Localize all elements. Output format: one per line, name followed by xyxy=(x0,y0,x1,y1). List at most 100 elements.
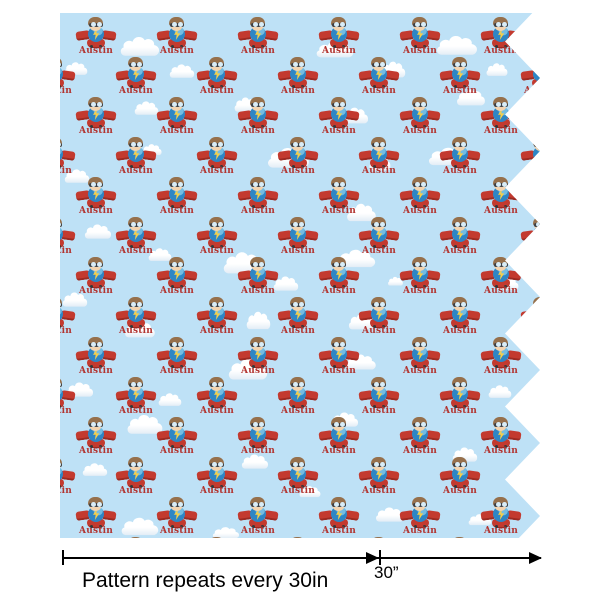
lightning-bolt-icon xyxy=(294,149,302,160)
plane-wheel xyxy=(454,165,457,168)
plane-wheel xyxy=(99,365,102,368)
aviator-cap xyxy=(533,537,540,538)
goggles-band xyxy=(534,143,540,147)
goggle-lens xyxy=(421,182,426,187)
pilot-face xyxy=(534,138,540,151)
motif-name-label: Austin xyxy=(60,86,72,96)
motif-name-label: Austin xyxy=(79,46,113,56)
lightning-bolt-icon xyxy=(375,469,383,480)
plane-wheel xyxy=(333,525,336,528)
plane-cowl xyxy=(532,479,540,488)
plane-wheel xyxy=(292,165,295,168)
motif-name-label: Austin xyxy=(241,526,275,536)
plane-wheel xyxy=(99,445,102,448)
cloud xyxy=(127,414,163,434)
plane-wheel xyxy=(252,365,255,368)
goggle-lens xyxy=(178,502,183,507)
plane-wheel xyxy=(180,125,183,128)
plane-wheel xyxy=(171,445,174,448)
plane-cowl xyxy=(411,199,429,208)
goggles-band xyxy=(170,503,184,507)
plane-cowl xyxy=(168,359,186,368)
goggle-lens xyxy=(212,62,217,67)
pilot-plane-motif: Austin xyxy=(399,175,441,217)
pilot-plane-motif: Austin xyxy=(439,295,481,337)
pilot-plane-motif: Austin xyxy=(196,55,238,97)
pilot-plane-motif: Austin xyxy=(60,295,76,337)
goggle-lens xyxy=(137,62,142,67)
goggle-lens xyxy=(178,22,183,27)
goggle-lens xyxy=(60,462,61,467)
motif-name-label: Austin xyxy=(60,246,72,256)
goggles-band xyxy=(372,463,386,467)
plane-wheel xyxy=(252,125,255,128)
plane-wheel xyxy=(535,485,538,488)
lightning-bolt-icon xyxy=(497,349,505,360)
plane-wheel xyxy=(463,325,466,328)
lightning-bolt-icon xyxy=(132,469,140,480)
goggle-lens xyxy=(415,342,420,347)
plane-cowl xyxy=(87,39,105,48)
plane-wheel xyxy=(463,485,466,488)
pilot-plane-motif: Austin xyxy=(439,215,481,257)
cloud xyxy=(64,168,90,183)
goggle-lens xyxy=(212,302,217,307)
goggles-band xyxy=(534,63,540,67)
goggle-lens xyxy=(172,502,177,507)
plane-cowl xyxy=(411,439,429,448)
lightning-bolt-icon xyxy=(335,269,343,280)
pilot-plane-motif: Austin xyxy=(196,215,238,257)
pilot-plane-motif: Austin xyxy=(277,13,319,17)
goggle-lens xyxy=(340,182,345,187)
lightning-bolt-icon xyxy=(92,429,100,440)
plane-wheel xyxy=(463,85,466,88)
motif-name-label: Austin xyxy=(443,486,477,496)
goggle-lens xyxy=(455,302,460,307)
goggle-lens xyxy=(374,222,379,227)
lightning-bolt-icon xyxy=(92,349,100,360)
pilot-plane-motif: Austin xyxy=(318,415,360,457)
plane-wheel xyxy=(292,325,295,328)
goggles-band xyxy=(89,103,103,107)
pilot-plane-motif: Austin xyxy=(399,95,441,137)
pilot-plane-motif: Austin xyxy=(196,455,238,497)
lightning-bolt-icon xyxy=(416,349,424,360)
plane-wheel xyxy=(535,165,538,168)
plane-wheel xyxy=(504,285,507,288)
plane-wheel xyxy=(301,325,304,328)
cloud-shape xyxy=(84,224,112,239)
goggle-lens xyxy=(455,62,460,67)
goggles-band xyxy=(453,303,467,307)
goggle-lens xyxy=(299,462,304,467)
cloud-shape xyxy=(212,527,240,538)
cloud xyxy=(62,292,88,307)
goggle-lens xyxy=(97,262,102,267)
plane-wheel xyxy=(504,205,507,208)
goggles-band xyxy=(60,223,62,227)
plane-wheel xyxy=(382,165,385,168)
goggle-lens xyxy=(380,62,385,67)
plane-wheel xyxy=(90,525,93,528)
goggles-band xyxy=(372,383,386,387)
plane-cowl xyxy=(289,399,307,408)
lightning-bolt-icon xyxy=(497,509,505,520)
cloud-shape xyxy=(121,517,159,536)
motif-name-label: Austin xyxy=(484,46,518,56)
goggle-lens xyxy=(212,382,217,387)
goggle-lens xyxy=(374,302,379,307)
pilot-plane-motif: Austin xyxy=(318,495,360,537)
goggle-lens xyxy=(218,222,223,227)
pilot-plane-motif: Austin xyxy=(358,13,400,17)
goggles-band xyxy=(251,183,265,187)
goggles-band xyxy=(129,63,143,67)
plane-wheel xyxy=(535,245,538,248)
goggle-lens xyxy=(172,182,177,187)
pilot-plane-motif: Austin xyxy=(75,335,117,377)
plane-wheel xyxy=(495,205,498,208)
plane-cowl xyxy=(492,279,510,288)
goggle-lens xyxy=(137,142,142,147)
plane-cowl xyxy=(168,439,186,448)
plane-cowl xyxy=(208,79,226,88)
pilot-plane-motif: Austin xyxy=(156,335,198,377)
goggle-lens xyxy=(502,422,507,427)
